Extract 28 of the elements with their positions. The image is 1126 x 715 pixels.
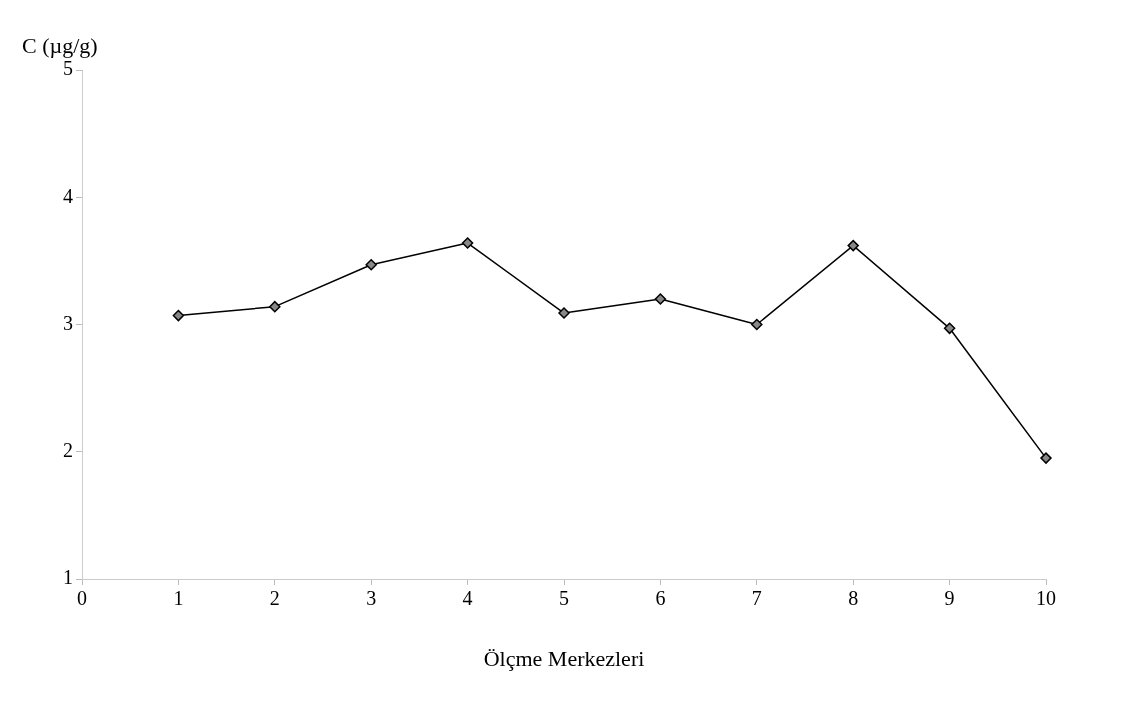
- point: [172, 309, 185, 322]
- y-axis-title: C (µg/g): [22, 32, 98, 58]
- x-tick-label: 6: [655, 587, 666, 610]
- point: [558, 307, 570, 319]
- y-tick-label: 5: [63, 57, 73, 80]
- y-tick-label: 1: [63, 566, 73, 589]
- point: [269, 300, 281, 313]
- x-tick-label: 10: [1036, 587, 1056, 610]
- point: [1040, 452, 1052, 464]
- x-tick-label: 9: [944, 587, 955, 610]
- point: [943, 322, 956, 335]
- point: [461, 237, 474, 249]
- x-tick-label: 5: [559, 587, 569, 610]
- y-tick-label: 3: [63, 311, 73, 334]
- point: [751, 318, 763, 331]
- point: [847, 239, 859, 252]
- x-tick-label: 7: [751, 587, 762, 610]
- x-tick-label: 8: [848, 587, 859, 610]
- x-tick-label: 0: [77, 587, 87, 610]
- x-tick-label: 2: [269, 587, 280, 610]
- x-axis-title: Ölçme Merkezleri: [483, 645, 645, 671]
- point: [654, 293, 667, 305]
- x-tick-label: 1: [173, 587, 184, 610]
- y-tick-label: 2: [63, 439, 73, 461]
- y-tick-label: 4: [63, 184, 73, 207]
- point: [365, 258, 377, 271]
- x-tick-label: 3: [366, 587, 377, 610]
- x-tick-label: 4: [462, 587, 473, 610]
